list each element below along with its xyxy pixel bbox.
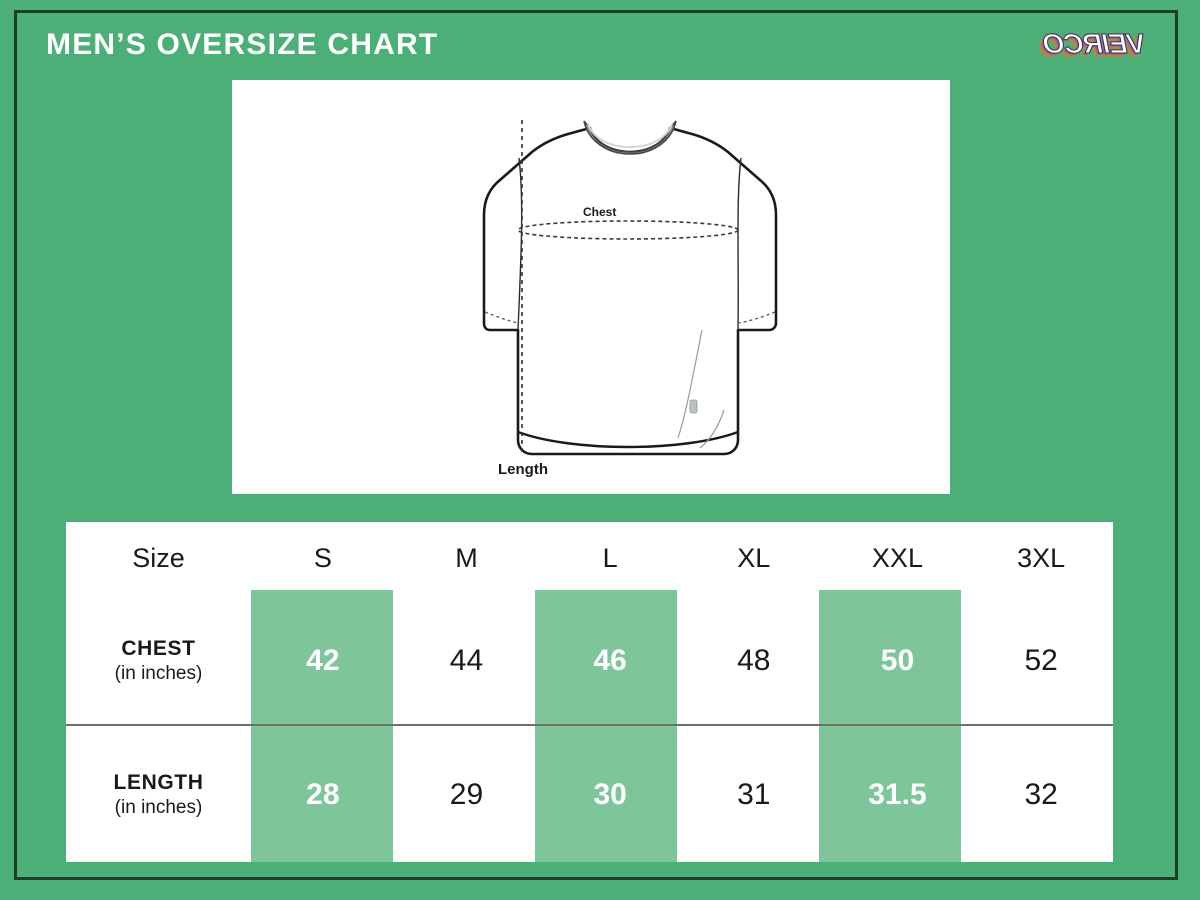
chest-measure-ellipse: [517, 220, 739, 240]
row-label-chest-main: CHEST: [121, 637, 196, 660]
size-table: Size S M L XL XXL 3XL CHEST (in inches) …: [66, 522, 1113, 862]
cell-value: 42: [306, 644, 340, 677]
cell-chest-xxl: 50: [826, 594, 970, 728]
cell-value: 44: [449, 644, 484, 677]
header-cell-3xl: 3XL: [1017, 542, 1066, 573]
cell-value: 29: [449, 778, 484, 811]
cell-length-xxl: 31.5: [826, 728, 970, 862]
row-label-length: LENGTH (in inches): [66, 728, 251, 862]
table-row-chest: CHEST (in inches) 42 44 46 48 50 52: [66, 594, 1113, 728]
cell-chest-xl: 48: [682, 594, 826, 728]
bottom-hem: [517, 430, 739, 449]
tshirt-outline: [482, 126, 778, 456]
cell-length-l: 30: [538, 728, 682, 862]
collar-ribbing: [583, 120, 677, 155]
cell-chest-l: 46: [538, 594, 682, 728]
length-measure-label: Length: [498, 461, 548, 478]
row-label-length-unit: (in inches): [114, 797, 203, 819]
row-label-chest: CHEST (in inches): [66, 594, 251, 728]
brand-logo-text: VEIRCO: [1044, 28, 1146, 60]
cell-length-3xl: 32: [969, 728, 1113, 862]
header: MEN’S OVERSIZE CHART VEIRCO: [0, 18, 1200, 74]
row-divider: [66, 724, 1113, 726]
brand-logo: VEIRCO: [1044, 24, 1174, 72]
drape-fold-right-lower: [699, 409, 725, 449]
cell-chest-m: 44: [395, 594, 539, 728]
highlight-band-s: [251, 590, 393, 862]
cell-value: 30: [593, 778, 627, 811]
header-cell-s: S: [313, 542, 332, 573]
header-cell-m: M: [455, 542, 478, 573]
right-sleeve-seam: [737, 157, 742, 331]
highlight-band-xxl: [819, 590, 961, 862]
row-label-chest-unit: (in inches): [114, 663, 203, 685]
page-title: MEN’S OVERSIZE CHART: [46, 28, 439, 61]
cell-value: 28: [306, 778, 340, 811]
cell-length-xl: 31: [682, 728, 826, 862]
cell-value: 31.5: [868, 778, 927, 811]
cell-length-m: 29: [395, 728, 539, 862]
header-cell-size: Size: [132, 542, 185, 573]
row-label-length-main: LENGTH: [113, 771, 204, 794]
table-header-row: Size S M L XL XXL 3XL: [66, 522, 1113, 594]
table-row-length: LENGTH (in inches) 28 29 30 31 31.5 32: [66, 728, 1113, 862]
cell-chest-s: 42: [251, 594, 395, 728]
right-sleeve-hem-stitch: [737, 311, 776, 324]
cell-length-s: 28: [251, 728, 395, 862]
garment-illustration-panel: Chest Length: [232, 80, 950, 494]
cell-value: 50: [880, 644, 915, 677]
collar-inner-highlight: [587, 123, 673, 149]
drape-fold-right: [677, 329, 703, 439]
header-cell-l: L: [602, 542, 618, 573]
cell-value: 31: [737, 778, 771, 811]
cell-value: 46: [593, 644, 627, 677]
tshirt-technical-drawing: Chest Length: [482, 120, 778, 478]
cell-chest-3xl: 52: [969, 594, 1113, 728]
brand-tag: [689, 399, 698, 414]
size-table-container: Size S M L XL XXL 3XL CHEST (in inches) …: [66, 522, 1113, 862]
cell-value: 48: [737, 644, 771, 677]
left-sleeve-hem-stitch: [484, 311, 519, 324]
header-cell-xxl: XXL: [871, 542, 923, 573]
highlight-band-l: [535, 590, 677, 862]
cell-value: 52: [1024, 644, 1058, 677]
chest-measure-label: Chest: [583, 205, 616, 219]
header-cell-xl: XL: [737, 542, 771, 573]
cell-value: 32: [1024, 778, 1058, 811]
